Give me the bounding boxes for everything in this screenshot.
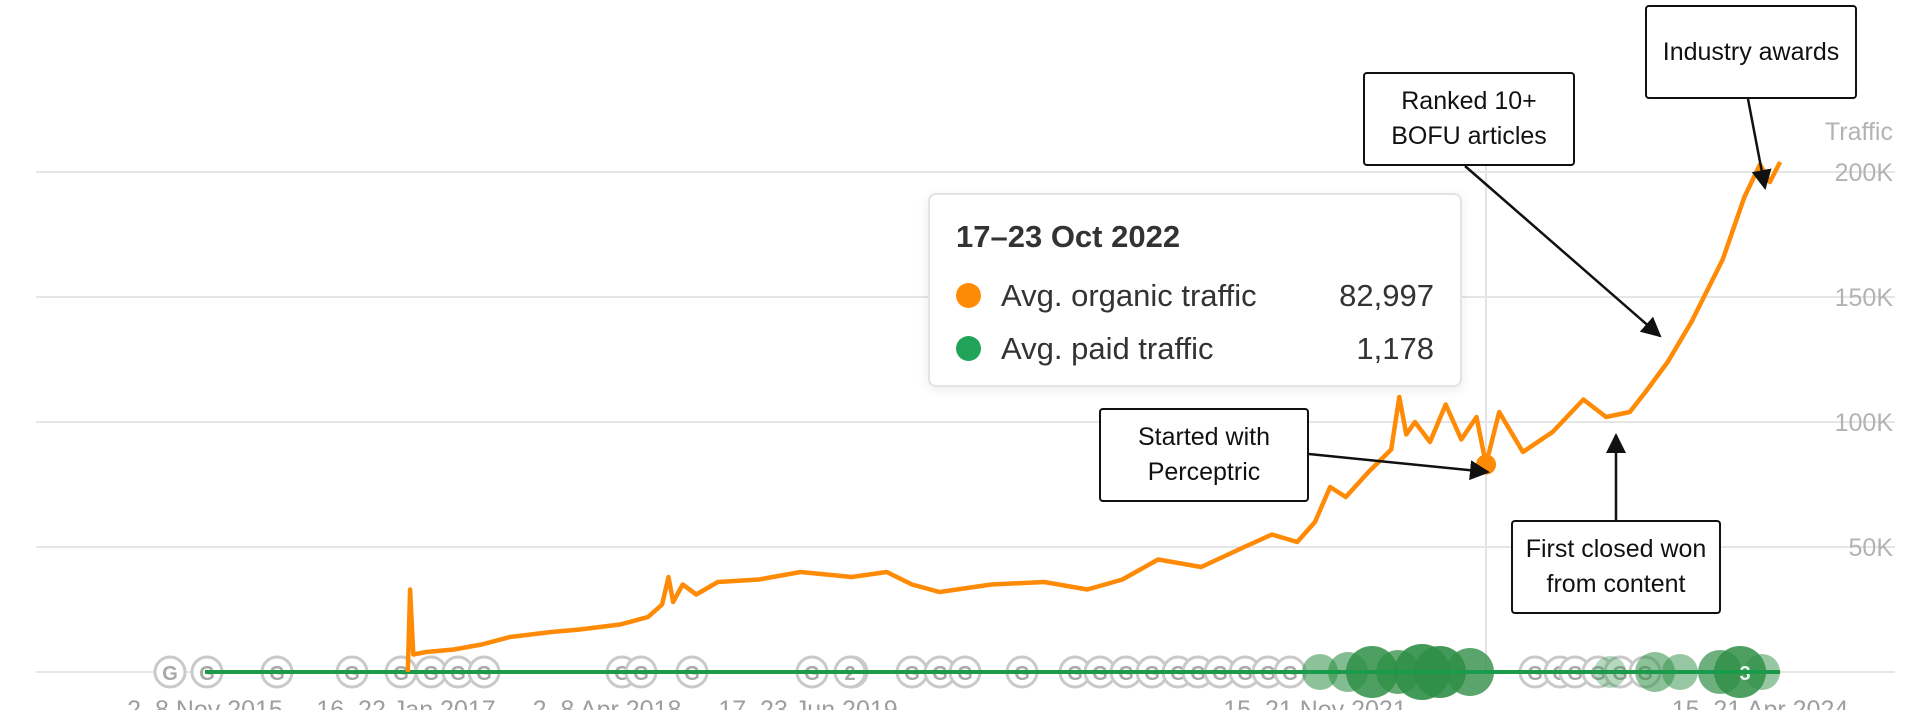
- tooltip-date: 17–23 Oct 2022: [956, 219, 1181, 254]
- annotation-started-line2: Perceptric: [1147, 458, 1261, 486]
- annotation-started-line1: Started with: [1137, 423, 1270, 451]
- y-tick-label: 50K: [1849, 534, 1894, 562]
- x-tick-label: 2–8 Nov 2015: [127, 696, 283, 710]
- annotation-arrow: [1746, 98, 1772, 190]
- g-marker-icon: [153, 655, 187, 689]
- x-tick-label: 17–23 Jun 2019: [718, 696, 897, 710]
- x-tick-label: 15–21 Apr 2024: [1672, 696, 1849, 710]
- annotation-ranked-line2: BOFU articles: [1391, 122, 1547, 150]
- g-marker-label: G: [162, 663, 178, 685]
- annotation-first-closed-won: First closed won from content: [1511, 520, 1721, 614]
- annotation-ranked-bofu: Ranked 10+ BOFU articles: [1363, 72, 1575, 166]
- y-tick-label: 150K: [1835, 284, 1894, 312]
- organic-dot-icon: [956, 283, 981, 308]
- y-tick-label: 100K: [1835, 409, 1894, 437]
- y-axis-title: Traffic: [1825, 118, 1893, 146]
- annotation-industry-awards: Industry awards: [1645, 5, 1857, 99]
- tooltip-paid-value: 1,178: [1356, 330, 1434, 366]
- annotation-closed-line2: from content: [1546, 570, 1686, 598]
- tooltip-paid-label: Avg. paid traffic: [1001, 330, 1214, 366]
- annotation-closed-line1: First closed won: [1525, 535, 1707, 563]
- event-markers: GGGGGGGGGGGGGGGGGGGGGGGGGGGGGGGGG23: [153, 644, 1780, 700]
- y-tick-label: 200K: [1835, 159, 1894, 187]
- annotation-arrow: [1308, 452, 1490, 481]
- annotation-arrow: [1464, 165, 1662, 338]
- annotation-ranked-line1: Ranked 10+: [1401, 87, 1537, 115]
- axis-labels: 50K 100K 150K 200K Traffic 2–8 Nov 2015 16–22 …: [127, 118, 1893, 710]
- hover-tooltip: 17–23 Oct 2022 Avg. organic traffic 82,9…: [928, 193, 1462, 387]
- tooltip-organic-label: Avg. organic traffic: [1001, 277, 1257, 313]
- annotation-industry-awards-text: Industry awards: [1662, 37, 1840, 66]
- annotation-arrows: [1308, 98, 1772, 520]
- tooltip-row-paid: Avg. paid traffic 1,178: [956, 322, 1434, 375]
- paid-dot-icon: [956, 336, 981, 361]
- organic-traffic-line: [405, 160, 1783, 673]
- tooltip-row-organic: Avg. organic traffic 82,997: [956, 269, 1434, 322]
- annotation-started-perceptric: Started with Perceptric: [1099, 408, 1309, 502]
- tooltip-organic-value: 82,997: [1339, 277, 1434, 313]
- x-tick-label: 15–21 Nov 2021: [1223, 696, 1406, 710]
- x-tick-label: 16–22 Jan 2017: [316, 696, 495, 710]
- x-tick-label: 2–8 Apr 2018: [533, 696, 682, 710]
